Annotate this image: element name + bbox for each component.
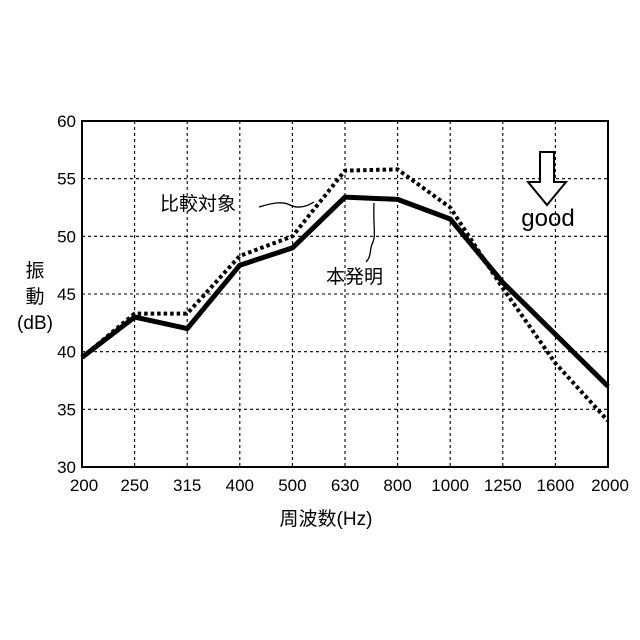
y-tick-label: 40 xyxy=(57,343,76,362)
x-tick-label: 1250 xyxy=(484,476,522,495)
leader-line-comparison xyxy=(258,201,315,208)
y-axis-title-line-3: (dB) xyxy=(17,313,53,334)
down-arrow-icon xyxy=(525,151,569,207)
x-tick-label: 630 xyxy=(331,476,359,495)
series-line-comparison xyxy=(80,167,610,423)
x-tick-label: 1600 xyxy=(536,476,574,495)
y-tick-label: 55 xyxy=(57,170,76,189)
x-tick-label: 200 xyxy=(70,476,98,495)
series-label-invention: 本発明 xyxy=(326,266,383,288)
y-axis-title-line-1: 振 xyxy=(25,260,44,282)
x-tick-label: 2000 xyxy=(591,476,629,495)
x-tick-label: 315 xyxy=(173,476,201,495)
y-tick-label: 30 xyxy=(57,458,76,477)
y-tick-label: 60 xyxy=(57,112,76,131)
series-layer xyxy=(80,167,610,423)
y-tick-label: 50 xyxy=(57,227,76,246)
good-direction-label: good xyxy=(521,205,574,232)
grid-lines xyxy=(82,121,608,467)
y-axis-title-line-2: 動 xyxy=(25,286,44,308)
x-tick-label: 400 xyxy=(226,476,254,495)
plot-frame xyxy=(81,120,609,468)
y-tick-labels: 30 35 40 45 50 55 60 xyxy=(57,112,76,477)
x-tick-label: 800 xyxy=(383,476,411,495)
x-axis-title: 周波数(Hz) xyxy=(280,508,373,530)
y-tick-label: 45 xyxy=(57,285,76,304)
x-tick-label: 250 xyxy=(120,476,148,495)
x-tick-labels: 200 250 315 400 500 630 800 1000 1250 1600 2000 xyxy=(70,476,629,495)
series-line-invention xyxy=(80,194,610,389)
series-label-comparison: 比較対象 xyxy=(160,193,236,215)
x-tick-label: 1000 xyxy=(431,476,469,495)
leader-line-invention xyxy=(365,202,376,263)
x-tick-label: 500 xyxy=(278,476,306,495)
y-tick-label: 35 xyxy=(57,400,76,419)
